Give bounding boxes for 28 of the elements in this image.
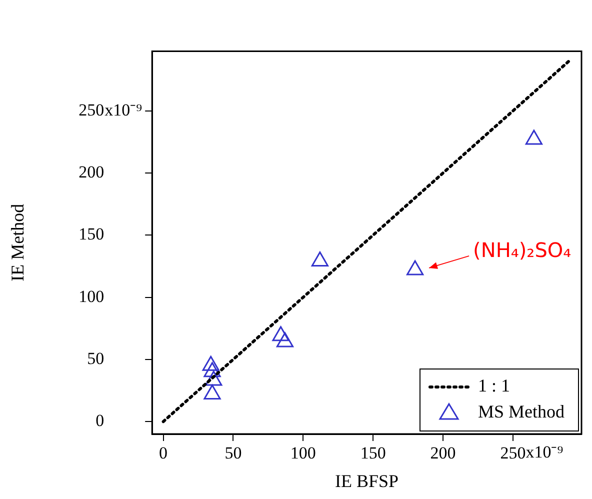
x-tick-label: 0 (159, 444, 168, 463)
point (276, 332, 294, 348)
y-tick-label: 100 (78, 286, 104, 306)
text: x10⁻⁹ (526, 442, 564, 462)
point (525, 130, 542, 145)
y-tick-label: 50 (87, 348, 104, 368)
y-tick-label: 250 (78, 100, 104, 120)
y-axis-title: IE Method (8, 204, 28, 282)
y-tick-label: 200 (78, 162, 104, 182)
legend-label: MS Method (478, 402, 565, 422)
point (272, 326, 290, 342)
point (204, 384, 221, 400)
annotation: (NH₄)₂SO₄ (473, 238, 572, 262)
x-tick-label: 150 (360, 444, 386, 463)
text: x10⁻⁹ (104, 100, 142, 120)
point (311, 251, 328, 266)
x-axis-title: IE BFSP (335, 470, 399, 491)
point (205, 370, 222, 386)
point (202, 356, 220, 371)
y-tick-label: 0 (96, 411, 104, 430)
point (204, 362, 221, 378)
x-tick-label: 50 (224, 444, 242, 463)
x-tick-label: 200 (430, 444, 456, 463)
x-tick-label: 100 (290, 444, 316, 463)
point (406, 260, 424, 276)
y-tick-label: 150 (78, 224, 104, 244)
legend-label: 1 : 1 (478, 376, 510, 396)
x-tick-label: 250 (500, 444, 526, 463)
